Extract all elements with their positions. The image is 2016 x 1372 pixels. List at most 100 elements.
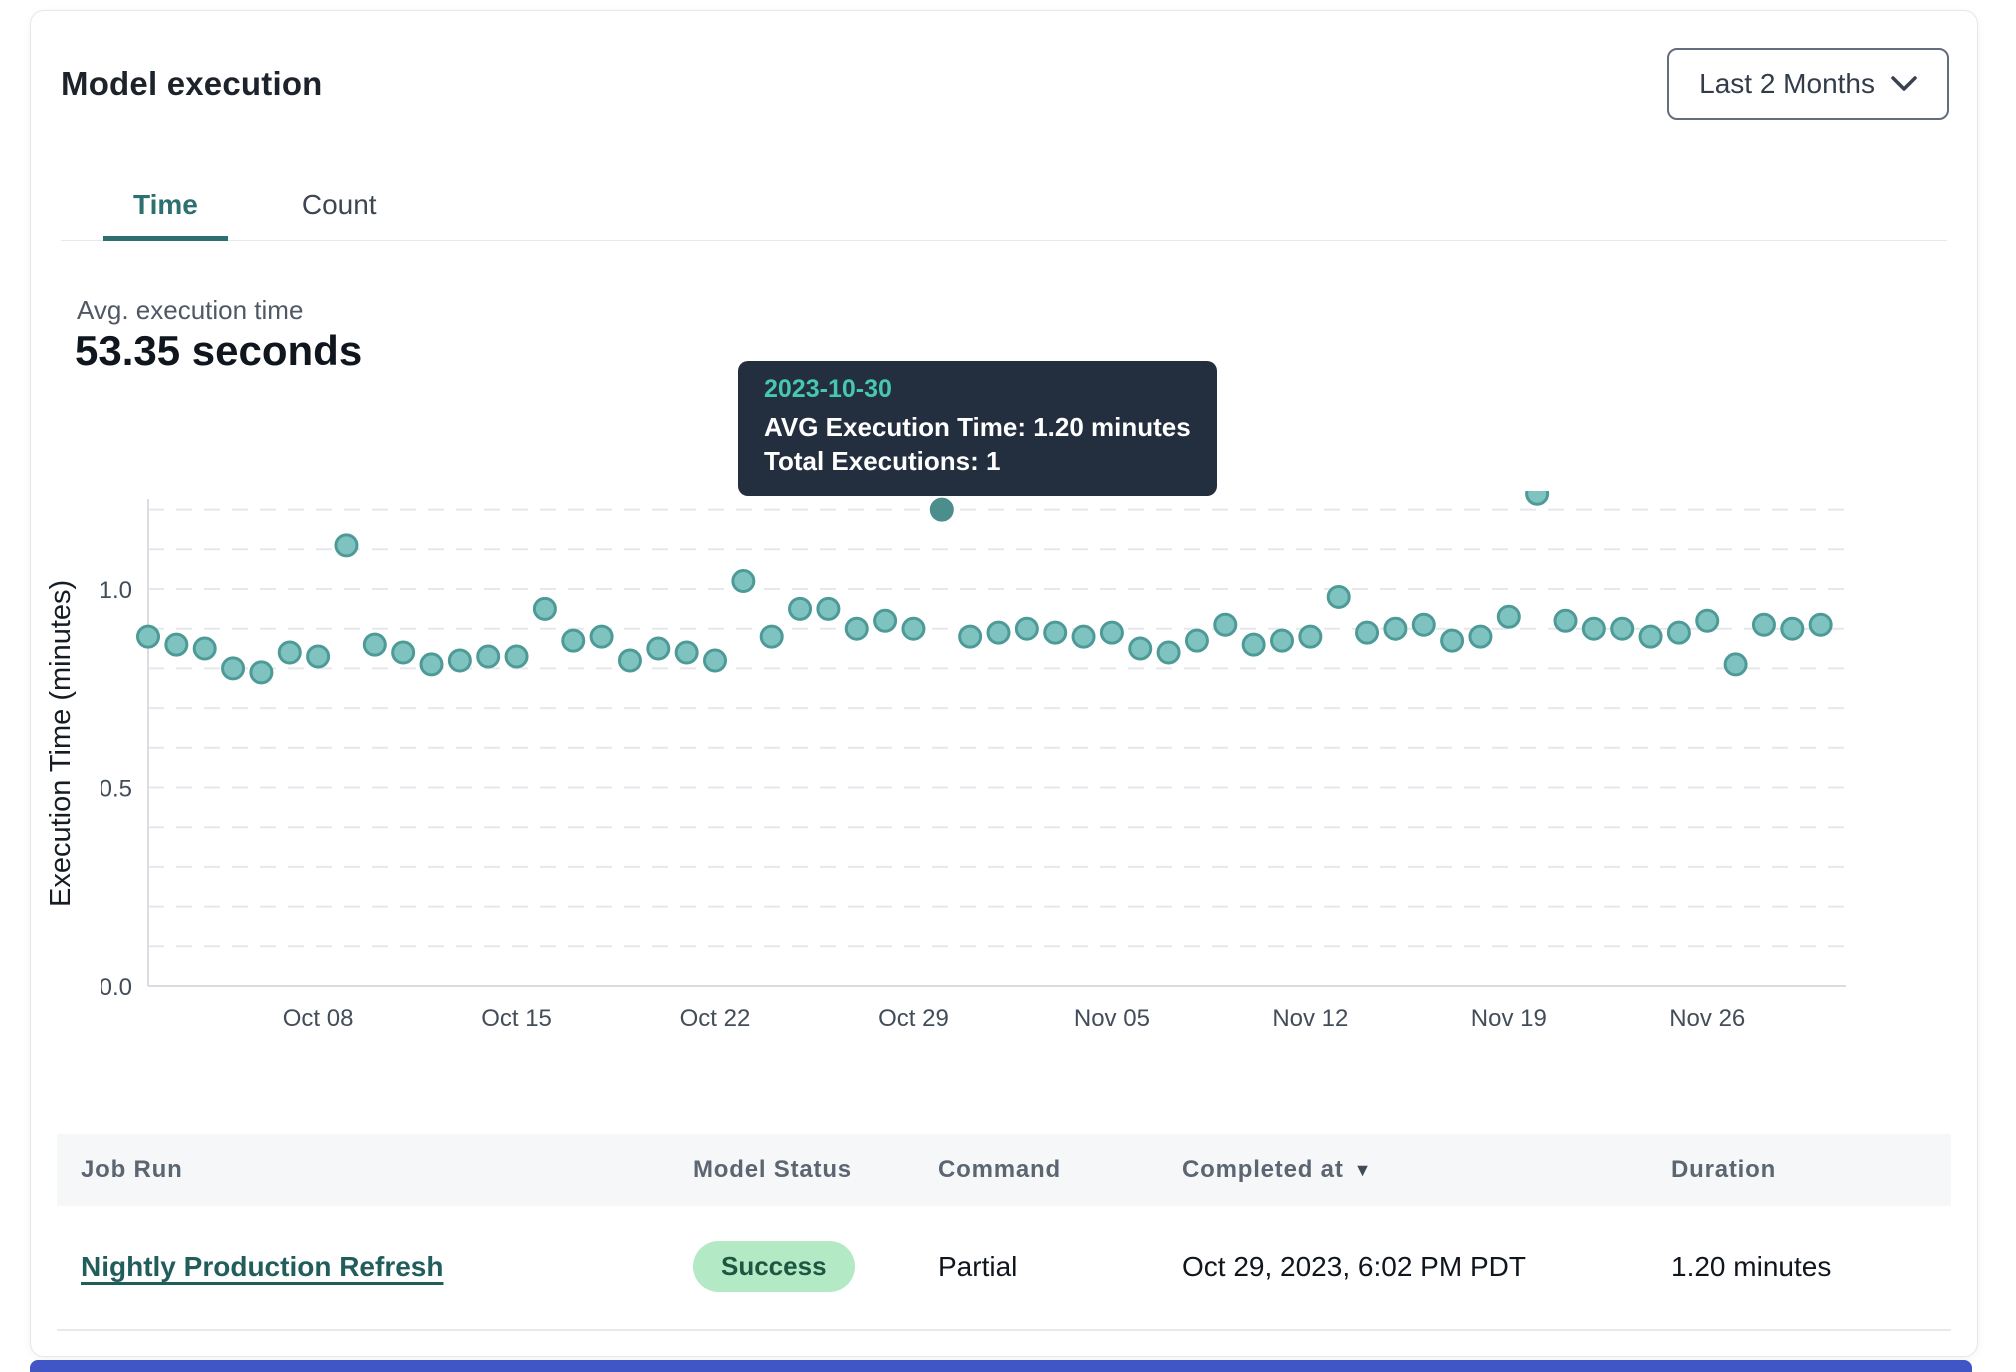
y-tick-label: 0.0 bbox=[101, 974, 132, 1001]
tooltip-avg-line: AVG Execution Time: 1.20 minutes bbox=[764, 412, 1191, 442]
data-point[interactable] bbox=[1355, 620, 1380, 645]
avg-execution-time-value: 53.35 seconds bbox=[75, 327, 363, 374]
x-tick-label: Nov 12 bbox=[1272, 1005, 1348, 1031]
data-point[interactable] bbox=[788, 596, 813, 621]
data-point[interactable] bbox=[1043, 620, 1068, 645]
data-point[interactable] bbox=[306, 644, 331, 669]
data-point[interactable] bbox=[1808, 612, 1833, 637]
data-point[interactable] bbox=[391, 640, 416, 665]
data-point[interactable] bbox=[731, 569, 756, 594]
data-point[interactable] bbox=[646, 636, 671, 661]
y-tick-label: 0.5 bbox=[101, 776, 132, 803]
data-point[interactable] bbox=[958, 624, 983, 649]
data-point[interactable] bbox=[1071, 624, 1096, 649]
data-point[interactable] bbox=[1695, 608, 1720, 633]
model-execution-card: Model execution Last 2 Months Time Count… bbox=[30, 10, 1978, 1357]
tooltip-date: 2023-10-30 bbox=[764, 375, 892, 403]
table-row: Nightly Production Refresh Success Parti… bbox=[57, 1206, 1951, 1331]
data-point[interactable] bbox=[362, 632, 387, 657]
next-card-edge bbox=[30, 1360, 1972, 1372]
scatter-plot: 0.0 0.5 1.0 Oct 08 Oct 15 Oct 22 Oct 29 Nov 05 N… bbox=[99, 481, 1846, 1032]
data-point[interactable] bbox=[1128, 636, 1153, 661]
data-point[interactable] bbox=[249, 660, 274, 685]
x-tick-label: Oct 22 bbox=[680, 1005, 751, 1031]
data-point[interactable] bbox=[1383, 616, 1408, 641]
data-point[interactable] bbox=[504, 644, 529, 669]
data-point[interactable] bbox=[334, 533, 359, 558]
data-point[interactable] bbox=[816, 596, 841, 621]
data-point[interactable] bbox=[1780, 616, 1805, 641]
column-header-completed-at[interactable]: Completed at ▼ bbox=[1182, 1156, 1373, 1183]
card-header: Model execution Last 2 Months bbox=[61, 41, 1949, 127]
column-header-model-status[interactable]: Model Status bbox=[693, 1156, 852, 1183]
data-point[interactable] bbox=[1581, 616, 1606, 641]
data-point[interactable] bbox=[901, 616, 926, 641]
data-point[interactable] bbox=[1213, 612, 1238, 637]
data-point[interactable] bbox=[1184, 628, 1209, 653]
chevron-down-icon bbox=[1891, 76, 1917, 91]
data-point[interactable] bbox=[1099, 620, 1124, 645]
execution-time-chart: 0.0 0.5 1.0 Oct 08 Oct 15 Oct 22 Oct 29 Nov 05 N… bbox=[99, 481, 1861, 1032]
column-header-command[interactable]: Command bbox=[938, 1156, 1061, 1183]
data-point[interactable] bbox=[532, 596, 557, 621]
tab-time[interactable]: Time bbox=[103, 177, 228, 241]
data-point[interactable] bbox=[1298, 624, 1323, 649]
data-point[interactable] bbox=[1496, 604, 1521, 629]
x-tick-label: Oct 29 bbox=[878, 1005, 949, 1031]
data-point[interactable] bbox=[844, 616, 869, 641]
duration-cell: 1.20 minutes bbox=[1671, 1250, 1832, 1282]
data-point[interactable] bbox=[1666, 620, 1691, 645]
data-point[interactable] bbox=[1241, 632, 1266, 657]
data-point[interactable] bbox=[1723, 652, 1748, 677]
job-run-link[interactable]: Nightly Production Refresh bbox=[81, 1250, 444, 1282]
sort-desc-icon[interactable]: ▼ bbox=[1353, 1159, 1373, 1180]
x-tick-label: Nov 26 bbox=[1669, 1005, 1745, 1031]
data-point[interactable] bbox=[1014, 616, 1039, 641]
data-point[interactable] bbox=[561, 628, 586, 653]
data-point[interactable] bbox=[1525, 481, 1550, 506]
data-point[interactable] bbox=[277, 640, 302, 665]
data-point[interactable] bbox=[164, 632, 189, 657]
data-point[interactable] bbox=[1270, 628, 1294, 653]
avg-execution-time-label: Avg. execution time bbox=[77, 295, 304, 325]
data-point[interactable] bbox=[1411, 612, 1436, 637]
x-tick-label: Nov 05 bbox=[1074, 1005, 1150, 1031]
tab-bar: Time Count bbox=[61, 177, 1947, 241]
page-title: Model execution bbox=[61, 65, 323, 102]
status-badge: Success bbox=[693, 1241, 855, 1292]
table-header: Job Run Model Status Command Completed a… bbox=[57, 1134, 1951, 1206]
data-point[interactable] bbox=[1638, 624, 1663, 649]
data-point[interactable] bbox=[447, 648, 472, 673]
data-point[interactable] bbox=[1326, 584, 1351, 609]
data-point[interactable] bbox=[136, 624, 160, 649]
x-tick-label: Nov 19 bbox=[1471, 1005, 1547, 1031]
data-point[interactable] bbox=[759, 624, 784, 649]
tooltip-total-line: Total Executions: 1 bbox=[764, 446, 1001, 476]
completed-at-cell: Oct 29, 2023, 6:02 PM PDT bbox=[1182, 1250, 1526, 1282]
date-range-dropdown[interactable]: Last 2 Months bbox=[1667, 48, 1949, 120]
data-point[interactable] bbox=[986, 620, 1011, 645]
data-point[interactable] bbox=[1751, 612, 1776, 637]
data-point[interactable] bbox=[1553, 608, 1578, 633]
data-point[interactable] bbox=[1440, 628, 1465, 653]
data-point[interactable] bbox=[873, 608, 898, 633]
column-header-duration[interactable]: Duration bbox=[1671, 1156, 1777, 1183]
data-point[interactable] bbox=[589, 624, 614, 649]
data-point[interactable] bbox=[1468, 624, 1493, 649]
data-point[interactable] bbox=[1610, 616, 1635, 641]
tab-count[interactable]: Count bbox=[301, 189, 377, 220]
data-point[interactable] bbox=[674, 640, 699, 665]
data-point[interactable] bbox=[1156, 640, 1181, 665]
y-tick-label: 1.0 bbox=[101, 577, 132, 604]
x-tick-label: Oct 08 bbox=[283, 1005, 354, 1031]
data-point[interactable] bbox=[221, 656, 246, 681]
data-point[interactable] bbox=[703, 648, 727, 673]
data-point[interactable] bbox=[476, 644, 501, 669]
x-tick-label: Oct 15 bbox=[481, 1005, 552, 1031]
column-header-job-run[interactable]: Job Run bbox=[81, 1156, 183, 1183]
data-point[interactable] bbox=[192, 636, 217, 661]
date-range-label: Last 2 Months bbox=[1699, 68, 1875, 99]
data-point[interactable] bbox=[419, 652, 444, 677]
data-point[interactable] bbox=[617, 648, 642, 673]
data-point-selected[interactable] bbox=[929, 497, 954, 522]
